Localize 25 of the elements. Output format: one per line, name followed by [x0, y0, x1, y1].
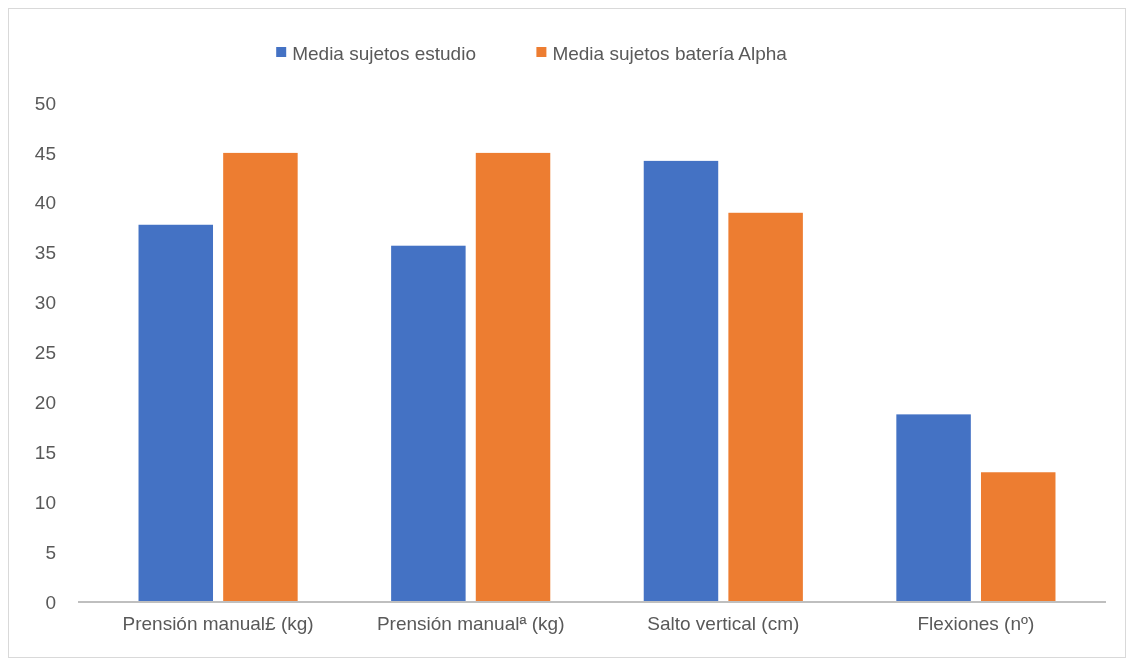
y-tick-label: 25 — [34, 342, 56, 364]
x-tick-label: Prensión manualª (kg) — [376, 613, 565, 634]
y-tick-label: 20 — [34, 392, 56, 414]
y-tick-label: 30 — [34, 292, 56, 314]
y-tick-label: 10 — [34, 491, 56, 513]
legend-label: Media sujetos batería Alpha — [552, 42, 788, 64]
bar — [643, 160, 719, 602]
y-tick-label: 35 — [34, 242, 56, 264]
bar — [138, 224, 214, 602]
bar — [728, 212, 803, 602]
x-tick-label: Flexiones (nº) — [917, 613, 1035, 634]
x-tick-label: Salto vertical (cm) — [647, 613, 800, 634]
y-tick-label: 50 — [34, 92, 56, 114]
y-tick-label: 5 — [45, 541, 56, 563]
y-tick-label: 0 — [45, 591, 56, 613]
bar — [475, 152, 551, 602]
bar — [391, 245, 466, 602]
legend-label: Media sujetos estudio — [292, 42, 476, 64]
bar — [223, 152, 298, 602]
bar — [980, 472, 1056, 602]
bar — [896, 414, 971, 602]
x-tick-label: Prensión manual£ (kg) — [122, 613, 314, 634]
y-tick-label: 15 — [34, 441, 56, 463]
y-tick-label: 40 — [34, 192, 56, 214]
y-tick-label: 45 — [34, 142, 56, 164]
